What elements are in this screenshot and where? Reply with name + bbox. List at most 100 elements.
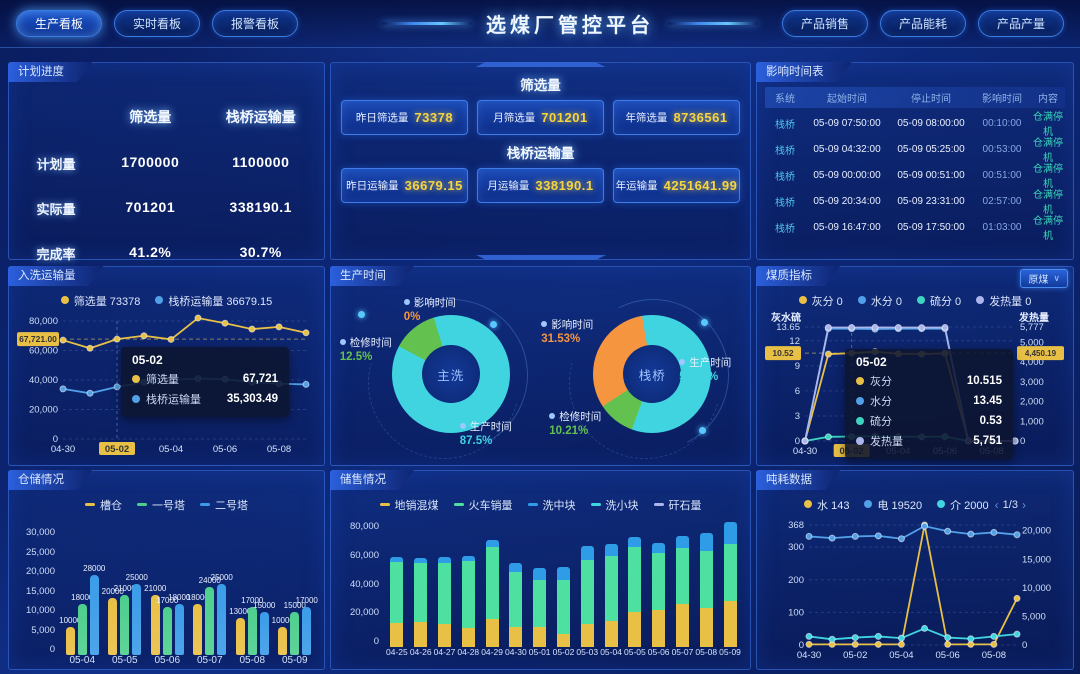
nav-button-2[interactable]: 报警看板 xyxy=(212,10,299,37)
y-tick: 0 xyxy=(373,636,379,647)
svg-text:05-08: 05-08 xyxy=(982,650,1006,661)
segment-火车销量 xyxy=(580,560,594,624)
pagination-next-icon[interactable]: › xyxy=(1021,498,1026,512)
segment-火车销量 xyxy=(509,572,523,627)
impact-cell-0-4: 仓满停机 xyxy=(1033,112,1063,138)
stat-label: 月筛选量 xyxy=(493,112,536,124)
bar-value-label: 20000 xyxy=(101,587,124,596)
svg-text:300: 300 xyxy=(788,542,804,553)
tooltip-row-0: 筛选量 67,721 xyxy=(132,371,278,387)
bar-group-3: 18000 24000 25000 xyxy=(187,527,233,655)
legend-marker-icon xyxy=(379,503,390,506)
legend-marker-icon xyxy=(137,503,147,506)
nav-button-0[interactable]: 生产看板 xyxy=(16,10,103,37)
legend-label: 洗中块 xyxy=(542,500,576,512)
panel-production-time: 生产时间 主洗 影响时间 0% 检修时间 12.5% 生产时间 87.5% 栈桥 影响时间 31.… xyxy=(330,266,751,487)
coal-type-dropdown[interactable]: 原煤 ∨ xyxy=(1020,269,1068,288)
svg-text:5,777: 5,777 xyxy=(1020,322,1044,333)
stat-value: 73378 xyxy=(414,110,454,125)
slice-name: 生产时间 xyxy=(459,419,512,434)
slice-name-text: 影响时间 xyxy=(551,319,594,331)
bar-value-label: 17000 xyxy=(241,596,264,605)
sales-legend: 地销混煤 火车销量 洗中块 洗小块 矸石量 xyxy=(339,495,742,515)
svg-text:04-30: 04-30 xyxy=(793,446,817,457)
segment-洗中块 xyxy=(675,536,689,548)
nav-button-right-1[interactable]: 产品能耗 xyxy=(879,10,966,37)
tooltip-name: 筛选量 xyxy=(146,374,179,386)
impact-column-1: 起始时间 xyxy=(827,94,867,105)
stacked-bar-6 xyxy=(533,568,547,647)
impact-cell-3-3: 02:57:00 xyxy=(982,195,1022,207)
legend-marker-icon xyxy=(200,503,210,506)
impact-cell-3-0: 栈桥 xyxy=(775,197,795,209)
slice-percent: 87.5% xyxy=(459,435,493,447)
segment-地销混煤 xyxy=(509,627,523,647)
slice-percent: 0% xyxy=(403,311,421,323)
stat-label: 年运输量 xyxy=(615,180,658,192)
svg-text:40,000: 40,000 xyxy=(29,375,58,386)
nav-button-1[interactable]: 实时看板 xyxy=(114,10,201,37)
slice-dot-icon xyxy=(549,413,556,419)
slice-percent: 58.26% xyxy=(679,371,719,383)
impact-cell-1-1: 05-09 04:32:00 xyxy=(813,143,881,155)
svg-text:10,000: 10,000 xyxy=(1022,583,1051,594)
bar-一号塔 xyxy=(77,604,87,655)
segment-地销混煤 xyxy=(723,601,737,647)
segment-火车销量 xyxy=(699,551,713,608)
plan-value-2-0: 41.2% xyxy=(129,244,172,260)
panel-storage-sales: 储售情况 地销混煤 火车销量 洗中块 洗小块 矸石量 80,000 60,000 40,000… xyxy=(330,470,751,670)
pagination-prev-icon[interactable]: ‹ xyxy=(994,498,999,512)
donut-slice-label-0: 影响时间 0% xyxy=(403,295,456,323)
sales-chart-row: 80,000 60,000 40,000 20,000 0 xyxy=(339,521,742,647)
bar-value-label: 15000 xyxy=(283,601,306,610)
segment-火车销量 xyxy=(485,547,499,619)
svg-text:04-30: 04-30 xyxy=(51,444,75,455)
segment-地销混煤 xyxy=(390,623,404,647)
plan-value-1-0: 701201 xyxy=(125,199,176,215)
y-tick: 20,000 xyxy=(25,566,55,577)
donut-slice-label-1: 检修时间 10.21% xyxy=(549,409,601,437)
consume-line-chart: 368300200100020,00015,00010,0005,000004-… xyxy=(788,520,1051,661)
impact-cell-2-1: 05-09 00:00:00 xyxy=(813,169,881,181)
bar-wrap: 18000 xyxy=(168,593,190,655)
segment-地销混煤 xyxy=(414,622,428,647)
segment-火车销量 xyxy=(437,563,451,624)
slice-dot-icon xyxy=(679,359,686,365)
legend-item-0: 筛选量 73378 xyxy=(60,293,140,309)
stat-chip-1-2: 年运输量 4251641.99 xyxy=(613,168,740,203)
storage-y-axis: 30,000 25,000 20,000 15,000 10,000 5,000 0 xyxy=(17,527,61,655)
nav-button-right-0[interactable]: 产品销售 xyxy=(781,10,868,37)
table-row: 栈桥 05-09 20:34:00 05-09 23:31:00 02:57:00 仓满… xyxy=(765,186,1065,216)
donut-chart: 主洗 xyxy=(391,315,510,433)
panel-title-storage-sales: 储售情况 xyxy=(330,470,414,490)
storage-sales-chart: 地销混煤 火车销量 洗中块 洗小块 矸石量 80,000 60,000 40,000 20,00… xyxy=(339,495,742,663)
wash-volume-chart: 筛选量 73378 栈桥运输量 36679.15 80,000 60,000 40,00… xyxy=(17,291,316,459)
stacked-bar-8 xyxy=(580,546,594,647)
tooltip-value: 35,303.49 xyxy=(226,393,278,405)
segment-洗中块 xyxy=(509,563,523,572)
bar-value-label: 25000 xyxy=(125,573,148,582)
svg-text:发热量: 发热量 xyxy=(1018,311,1049,324)
slice-percent: 31.53% xyxy=(541,333,581,345)
bar-槽仓 xyxy=(193,604,203,655)
impact-cell-4-2: 05-09 17:50:00 xyxy=(897,221,965,233)
svg-text:9: 9 xyxy=(795,361,800,372)
donuts-row: 主洗 影响时间 0% 检修时间 12.5% 生产时间 87.5% 栈桥 影响时间 31.53% 检修… xyxy=(339,279,750,487)
stat-chip-0-1: 月筛选量 701201 xyxy=(477,100,604,135)
donut-center-label: 主洗 xyxy=(421,345,480,403)
nav-button-right-2[interactable]: 产品产量 xyxy=(977,10,1064,37)
bar-槽仓 xyxy=(150,595,160,655)
panel-title-plan-progress: 计划进度 xyxy=(8,62,92,82)
legend-label: 矸石量 xyxy=(668,500,702,512)
storage-x-axis: 05-04 05-05 05-06 05-07 05-08 05-09 xyxy=(17,655,316,666)
left-nav-buttons: 生产看板 实时看板 报警看板 xyxy=(16,10,346,37)
svg-text:5,000: 5,000 xyxy=(1022,611,1046,622)
chevron-down-icon: ∨ xyxy=(1053,273,1060,283)
segment-洗中块 xyxy=(723,522,737,544)
donut-slice-label-0: 影响时间 31.53% xyxy=(541,317,593,345)
consume-legend: 水 143 电 19520 介 2000 xyxy=(804,495,989,515)
tooltip-dot-icon xyxy=(856,397,864,405)
impact-column-0: 系统 xyxy=(775,94,795,105)
segment-火车销量 xyxy=(556,580,570,634)
